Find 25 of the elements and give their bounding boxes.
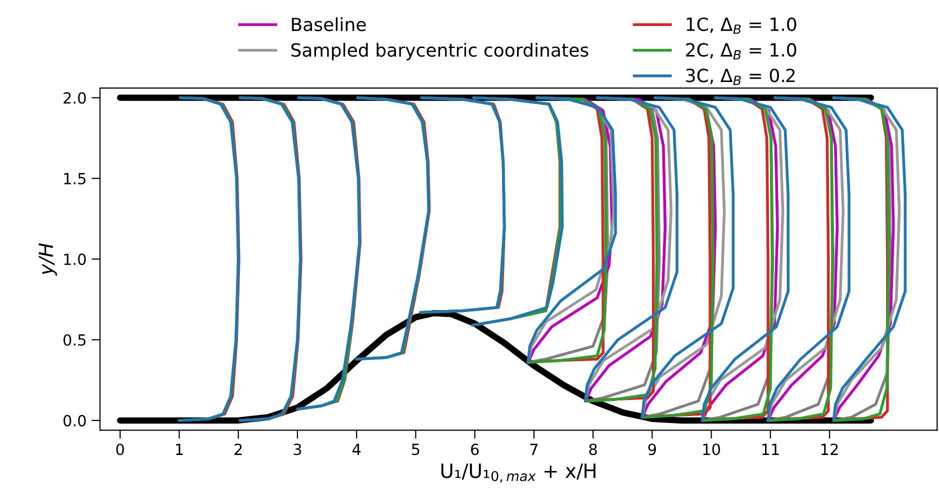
x-tick-label: 8 [589,444,597,456]
x-tick-label: 10 [703,444,720,456]
legend-label: 2C, Δ$_{B}$ = 1.0 [686,43,796,60]
x-tick-label: 9 [648,444,656,456]
legend-label: 3C, Δ$_{B}$ = 0.2 [686,68,795,85]
legend-label: 1C, Δ$_{B}$ = 1.0 [686,17,796,34]
y-tick-label: 2.0 [64,92,86,104]
legend-label: Sampled barycentric coordinates [291,42,588,60]
y-tick-label: 0.0 [64,414,86,426]
x-tick-label: 0 [116,444,124,456]
x-tick-label: 12 [821,444,838,455]
x-tick-label: 3 [294,444,302,456]
x-tick-label: 2 [234,444,242,455]
x-tick-label: 6 [471,444,479,456]
legend-label: Baseline [292,17,366,32]
y-tick-label: 1.5 [64,173,86,184]
x-axis-title: U₁/U₁$_{0,max}$ + x/H [441,464,596,483]
y-tick-label: 0.5 [64,334,86,346]
y-tick-label: 1.0 [64,254,86,266]
x-tick-label: 5 [412,444,420,456]
x-tick-label: 7 [530,444,538,455]
y-axis-title: y/H [38,243,57,276]
x-tick-label: 11 [762,444,779,455]
x-tick-label: 4 [352,444,361,455]
x-tick-label: 1 [176,444,183,455]
